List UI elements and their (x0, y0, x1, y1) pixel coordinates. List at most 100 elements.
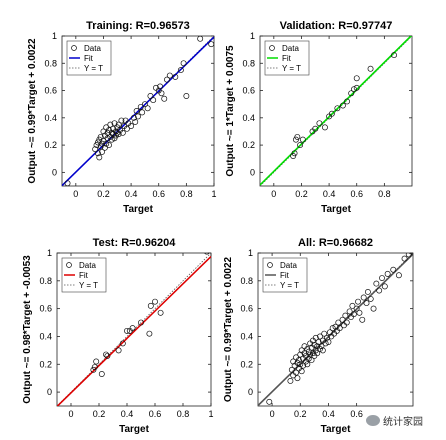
data-point (157, 309, 164, 316)
data-point (144, 105, 151, 112)
data-point (298, 368, 305, 375)
wechat-logo-icon (366, 415, 380, 426)
data-point (132, 118, 139, 125)
x-tick-label: 0.6 (350, 409, 363, 419)
data-point (290, 153, 297, 159)
data-point (288, 366, 295, 373)
data-point (91, 364, 98, 371)
data-point (177, 67, 184, 74)
x-tick-label: 0 (73, 189, 78, 199)
data-point (305, 355, 312, 362)
data-point (293, 369, 299, 376)
data-point (300, 362, 307, 369)
y-tick-label: 0.4 (39, 331, 52, 341)
data-point (147, 93, 154, 99)
data-point (138, 319, 144, 326)
legend-data-marker (267, 262, 273, 268)
y-tick-label: 0.2 (242, 140, 255, 150)
y-tick-label: 0 (47, 387, 52, 397)
data-point (292, 136, 299, 143)
data-point (324, 334, 330, 341)
data-point (111, 135, 118, 142)
data-point (294, 133, 301, 140)
data-point (135, 113, 141, 120)
data-point (101, 144, 108, 151)
data-point (318, 343, 325, 350)
data-point (312, 334, 319, 341)
x-tick-label: 1 (208, 409, 213, 419)
data-point (99, 148, 106, 155)
data-point (92, 146, 99, 153)
data-point (197, 36, 204, 42)
data-point (141, 101, 148, 108)
legend-data-marker (71, 45, 77, 51)
data-point (90, 366, 97, 373)
data-point (204, 253, 210, 255)
data-point (118, 117, 125, 124)
y-tick-label: 0.6 (240, 304, 253, 314)
data-point (304, 346, 311, 352)
y-tick-label: 0 (52, 167, 57, 177)
data-point (104, 129, 111, 136)
data-point (336, 325, 343, 332)
data-point (342, 312, 349, 319)
data-point (349, 302, 356, 309)
data-point (311, 341, 318, 348)
data-point (332, 323, 339, 330)
data-point (370, 305, 377, 312)
data-point (96, 154, 103, 161)
data-point (322, 340, 329, 347)
y-tick-label: 0.6 (44, 86, 57, 96)
data-point (326, 329, 333, 336)
data-point (294, 359, 301, 366)
x-tick-label: 0.6 (152, 189, 165, 199)
data-point (355, 298, 361, 305)
data-point (401, 255, 408, 262)
data-point (379, 275, 385, 281)
data-point (356, 309, 363, 316)
data-point (291, 150, 298, 157)
data-point (343, 319, 350, 326)
data-point (364, 288, 371, 295)
chart-title: Test: R=0.96204 (93, 237, 177, 249)
data-point (367, 295, 374, 302)
y-tick-label: 1 (248, 248, 253, 258)
data-point (166, 72, 173, 79)
legend-label-data: Data (282, 44, 299, 53)
chart-title: Validation: R=0.97747 (280, 20, 393, 32)
x-tick-label: 0 (271, 189, 276, 199)
data-point (96, 136, 103, 143)
data-point (360, 294, 367, 301)
legend-label-data: Data (79, 261, 96, 270)
data-point (119, 340, 126, 347)
data-point (112, 132, 119, 139)
data-point (304, 361, 311, 368)
data-point (307, 351, 314, 358)
data-point (367, 65, 374, 72)
data-point (146, 330, 153, 337)
data-point (348, 90, 355, 97)
x-axis-label: Target (123, 204, 153, 215)
data-point (108, 136, 115, 143)
data-point (321, 330, 328, 337)
x-tick-label: 0.4 (322, 409, 335, 419)
data-point (287, 378, 294, 384)
data-point (297, 361, 304, 368)
data-point (346, 308, 353, 315)
data-point (339, 316, 346, 323)
data-point (183, 93, 190, 99)
x-tick-label: 0 (270, 409, 275, 419)
data-point (100, 128, 107, 135)
data-point (299, 136, 306, 143)
data-point (408, 253, 413, 255)
data-point (130, 114, 137, 121)
y-axis-label: Output ~= 1*Target + 0.0075 (225, 45, 236, 177)
legend-label-identity: Y = T (282, 64, 301, 73)
x-tick-label: 0.2 (93, 409, 106, 419)
fit-line (57, 255, 211, 406)
data-point (106, 142, 112, 149)
data-point (339, 102, 346, 109)
